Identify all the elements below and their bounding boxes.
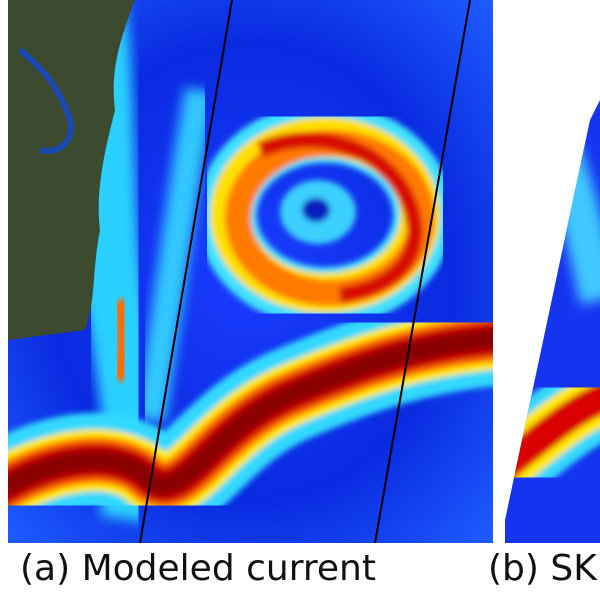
caption-b: (b) SK [488, 548, 598, 589]
caption-a: (a) Modeled current [20, 548, 376, 589]
panel-b-image [505, 100, 600, 543]
panel-a-image [8, 0, 493, 543]
